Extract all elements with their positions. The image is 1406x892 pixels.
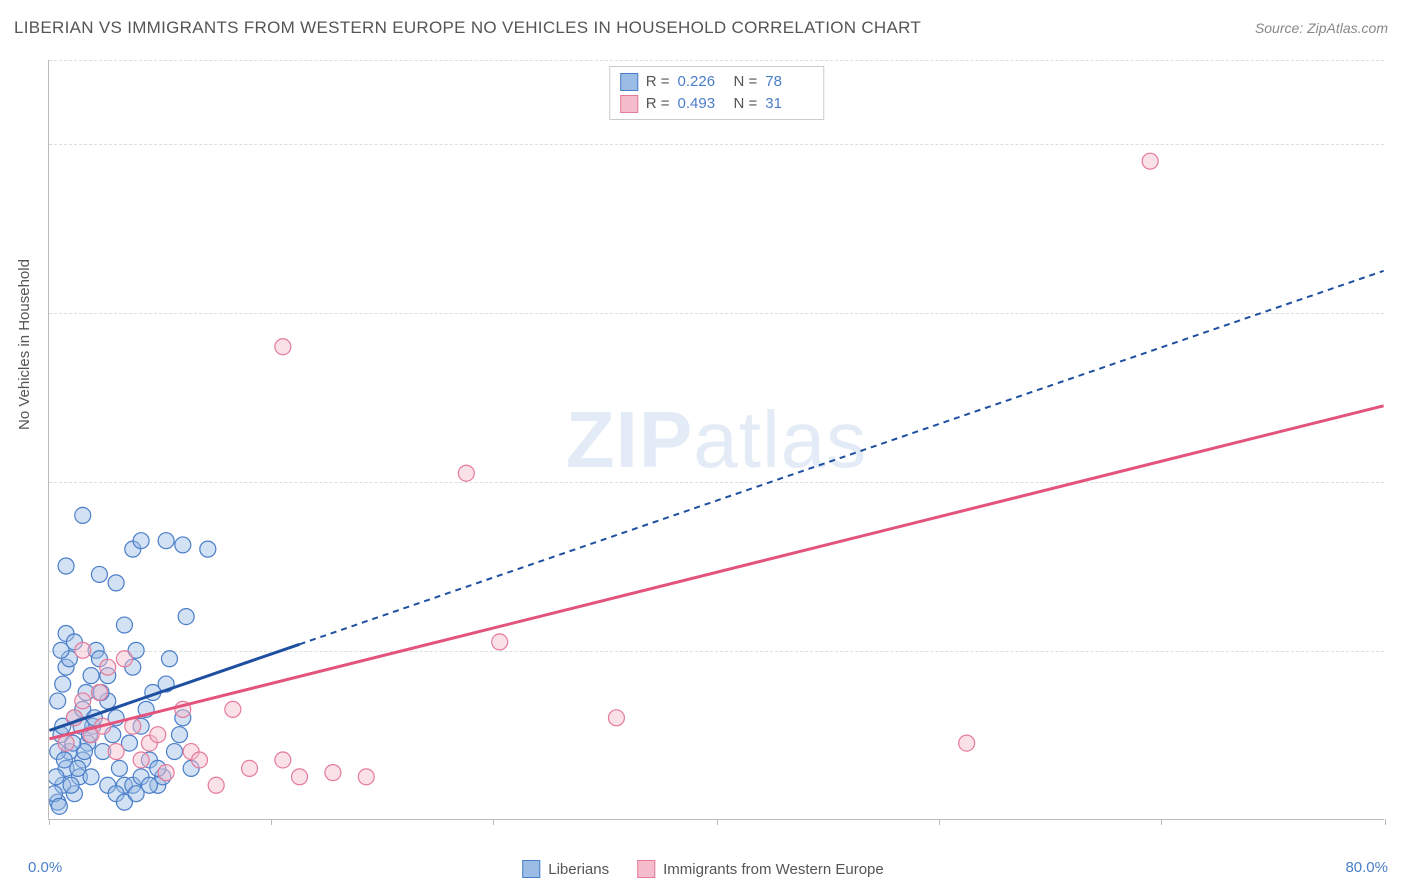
- data-point: [275, 752, 291, 768]
- data-point: [150, 727, 166, 743]
- r-value-0: 0.226: [678, 71, 726, 93]
- x-tick-max: 80.0%: [1345, 859, 1388, 876]
- data-point: [91, 566, 107, 582]
- legend-item-1: Immigrants from Western Europe: [637, 860, 884, 878]
- n-label-0: N =: [734, 71, 758, 93]
- legend-swatch-1: [637, 860, 655, 878]
- data-point: [75, 507, 91, 523]
- data-point: [141, 777, 157, 793]
- data-point: [116, 617, 132, 633]
- data-point: [116, 651, 132, 667]
- r-label-1: R =: [646, 93, 670, 115]
- data-point: [50, 693, 66, 709]
- x-tick-mark: [939, 819, 940, 825]
- data-point: [292, 769, 308, 785]
- stats-row-series-1: R = 0.493 N = 31: [620, 93, 814, 115]
- data-point: [108, 575, 124, 591]
- data-point: [175, 537, 191, 553]
- data-point: [108, 744, 124, 760]
- legend-swatch-0: [522, 860, 540, 878]
- data-point: [83, 668, 99, 684]
- data-point: [208, 777, 224, 793]
- data-point: [133, 752, 149, 768]
- y-axis-label: No Vehicles in Household: [16, 259, 33, 430]
- x-tick-mark: [493, 819, 494, 825]
- data-point: [325, 765, 341, 781]
- data-point: [166, 744, 182, 760]
- x-tick-mark: [271, 819, 272, 825]
- n-label-1: N =: [734, 93, 758, 115]
- data-point: [133, 533, 149, 549]
- data-point: [959, 735, 975, 751]
- legend-label-0: Liberians: [548, 861, 609, 878]
- data-point: [1142, 153, 1158, 169]
- stats-row-series-0: R = 0.226 N = 78: [620, 71, 814, 93]
- scatter-svg: [49, 60, 1384, 819]
- data-point: [55, 676, 71, 692]
- data-point: [358, 769, 374, 785]
- legend-label-1: Immigrants from Western Europe: [663, 861, 884, 878]
- x-tick-mark: [49, 819, 50, 825]
- trend-line-extrapolated: [300, 271, 1384, 644]
- swatch-series-1: [620, 95, 638, 113]
- data-point: [608, 710, 624, 726]
- x-tick-mark: [1385, 819, 1386, 825]
- data-point: [275, 339, 291, 355]
- chart-title: LIBERIAN VS IMMIGRANTS FROM WESTERN EURO…: [14, 18, 921, 38]
- data-point: [178, 609, 194, 625]
- data-point: [161, 651, 177, 667]
- r-label-0: R =: [646, 71, 670, 93]
- data-point: [458, 465, 474, 481]
- trend-line: [49, 406, 1383, 739]
- data-point: [158, 533, 174, 549]
- data-point: [191, 752, 207, 768]
- correlation-stats-box: R = 0.226 N = 78 R = 0.493 N = 31: [609, 66, 825, 120]
- data-point: [158, 765, 174, 781]
- legend-item-0: Liberians: [522, 860, 609, 878]
- data-point: [225, 701, 241, 717]
- data-point: [91, 685, 107, 701]
- source-attribution: Source: ZipAtlas.com: [1255, 20, 1388, 36]
- data-point: [492, 634, 508, 650]
- data-point: [242, 760, 258, 776]
- bottom-legend: Liberians Immigrants from Western Europe: [522, 860, 884, 878]
- data-point: [56, 752, 72, 768]
- data-point: [51, 798, 67, 814]
- data-point: [100, 659, 116, 675]
- n-value-1: 31: [765, 93, 813, 115]
- data-point: [171, 727, 187, 743]
- data-point: [49, 769, 64, 785]
- data-point: [75, 642, 91, 658]
- chart-plot-area: ZIPatlas R = 0.226 N = 78 R = 0.493 N = …: [48, 60, 1384, 820]
- r-value-1: 0.493: [678, 93, 726, 115]
- x-tick-mark: [717, 819, 718, 825]
- data-point: [58, 558, 74, 574]
- n-value-0: 78: [765, 71, 813, 93]
- data-point: [75, 693, 91, 709]
- data-point: [111, 760, 127, 776]
- swatch-series-0: [620, 73, 638, 91]
- data-point: [200, 541, 216, 557]
- x-tick-mark: [1161, 819, 1162, 825]
- data-point: [63, 777, 79, 793]
- x-tick-min: 0.0%: [28, 859, 62, 876]
